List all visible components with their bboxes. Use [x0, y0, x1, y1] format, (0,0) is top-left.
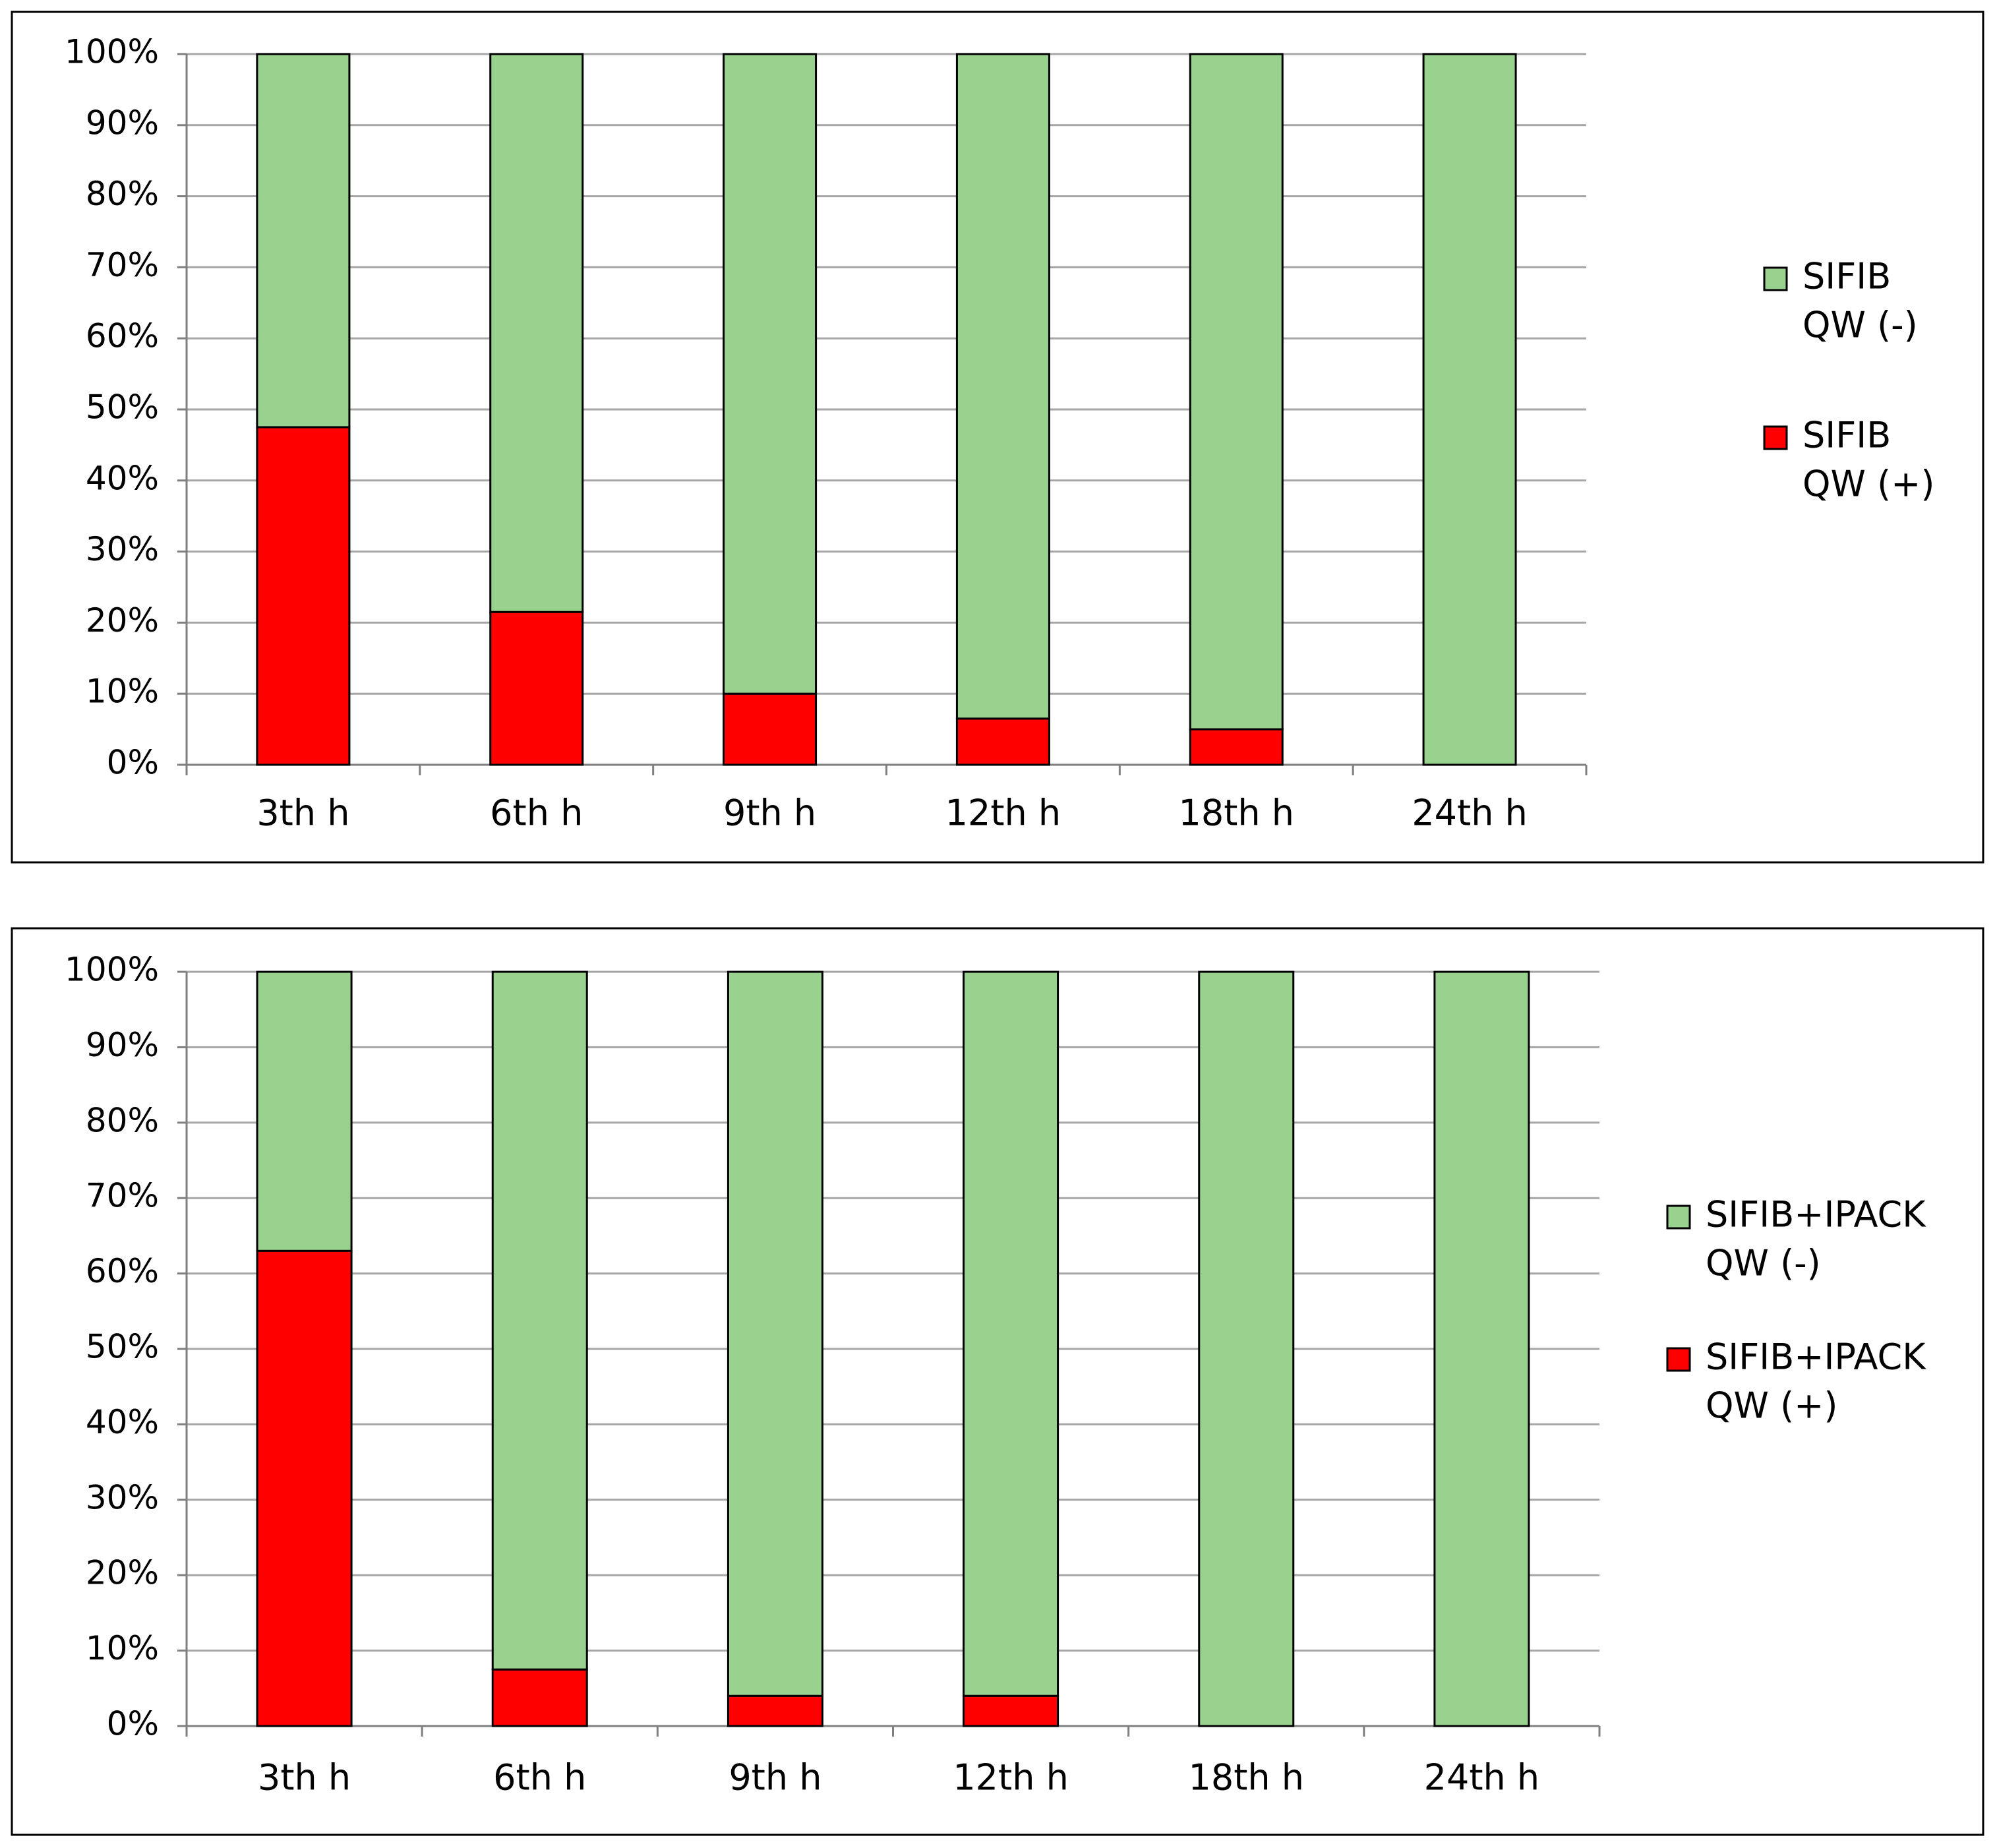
x-tick-label: 18th h [1179, 792, 1295, 834]
legend-label: SIFIB [1803, 256, 1891, 297]
bar-negative-3 [727, 970, 823, 1697]
x-tick-label: 6th h [493, 1757, 586, 1799]
y-tick-label: 90% [86, 104, 159, 142]
bar-positive-2 [489, 611, 584, 766]
legend-label: QW (+) [1803, 463, 1934, 505]
x-tick-label: 9th h [729, 1757, 821, 1799]
bar-negative-5 [1198, 970, 1295, 1727]
bar-negative-6 [1422, 53, 1517, 766]
bar-positive-1 [256, 1249, 353, 1727]
bar-positive-4 [955, 717, 1050, 766]
y-tick-label: 60% [86, 1252, 159, 1290]
bar-negative-4 [963, 970, 1059, 1697]
legend-label: SIFIB [1803, 415, 1891, 456]
y-tick-label: 30% [86, 530, 159, 568]
bar-positive-3 [723, 692, 818, 766]
chart-panel-2: 0% 10% 20% 30% 40% 50% 60% 70% 80% 90% 100% 3th h 6t… [11, 927, 1984, 1836]
chart-panel-1: 0% 10% 20% 30% 40% 50% 60% 70% 80% 90% 100% 3th h 6t… [11, 11, 1984, 864]
y-tick-label: 50% [86, 1328, 159, 1366]
y-tick-label: 100% [65, 33, 159, 71]
bar-negative-3 [723, 53, 818, 695]
legend-label: QW (+) [1706, 1385, 1837, 1427]
x-tick-label: 3th h [256, 792, 349, 834]
x-tick-label: 3th h [258, 1757, 351, 1799]
bar-negative-1 [256, 970, 353, 1252]
bar-positive-3 [727, 1694, 823, 1727]
x-tick-label: 6th h [490, 792, 583, 834]
y-tick-label: 0% [107, 1705, 159, 1743]
bar-negative-6 [1433, 970, 1530, 1727]
x-tick-label: 24th h [1412, 792, 1528, 834]
y-tick-label: 80% [86, 175, 159, 213]
legend-label: QW (-) [1803, 305, 1918, 346]
legend-label: QW (-) [1706, 1243, 1821, 1284]
y-tick-label: 30% [86, 1478, 159, 1516]
legend-label: SIFIB+IPACK [1706, 1194, 1926, 1236]
y-tick-label: 40% [86, 1403, 159, 1441]
y-tick-label: 70% [86, 1177, 159, 1215]
bar-negative-1 [256, 53, 351, 429]
legend-swatch [1763, 266, 1788, 291]
x-tick-label: 9th h [723, 792, 816, 834]
y-tick-label: 40% [86, 459, 159, 497]
y-tick-label: 50% [86, 388, 159, 427]
bar-negative-2 [489, 53, 584, 613]
y-tick-label: 20% [86, 601, 159, 640]
bar-positive-2 [491, 1668, 588, 1727]
x-tick-label: 24th h [1424, 1757, 1540, 1799]
legend-swatch [1666, 1347, 1691, 1372]
y-tick-label: 10% [86, 1629, 159, 1667]
y-tick-label: 20% [86, 1554, 159, 1592]
bar-negative-2 [491, 970, 588, 1671]
y-tick-label: 0% [107, 744, 159, 782]
bar-negative-5 [1189, 53, 1284, 730]
x-tick-label: 12th h [945, 792, 1061, 834]
y-tick-label: 70% [86, 246, 159, 284]
bar-positive-5 [1189, 728, 1284, 766]
bar-positive-4 [963, 1694, 1059, 1727]
y-tick-label: 90% [86, 1026, 159, 1064]
x-tick-label: 18th h [1189, 1757, 1305, 1799]
legend-label: SIFIB+IPACK [1706, 1336, 1926, 1378]
bar-positive-1 [256, 426, 351, 766]
legend-swatch [1763, 425, 1788, 450]
y-tick-label: 10% [86, 672, 159, 711]
y-tick-label: 100% [65, 951, 159, 989]
y-tick-label: 60% [86, 317, 159, 355]
x-tick-label: 12th h [953, 1757, 1069, 1799]
legend-swatch [1666, 1205, 1691, 1230]
y-tick-label: 80% [86, 1101, 159, 1139]
bar-negative-4 [955, 53, 1050, 720]
